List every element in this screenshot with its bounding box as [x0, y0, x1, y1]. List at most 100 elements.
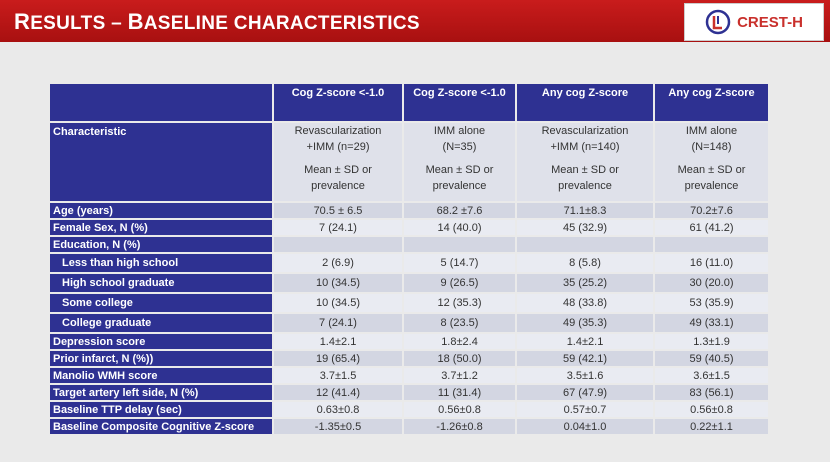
- table-cell: 3.6±1.5: [655, 368, 768, 383]
- table-row: Some college 10 (34.5) 12 (35.3) 48 (33.8) 5…: [50, 294, 768, 312]
- row-label: Manolio WMH score: [50, 368, 272, 383]
- group-cell: Revascularization +IMM (n=140) Mean ± SD o…: [517, 123, 653, 201]
- table-cell: 7 (24.1): [274, 220, 402, 235]
- table-cell: 12 (41.4): [274, 385, 402, 400]
- group-line: +IMM (n=140): [550, 141, 620, 153]
- table-cell: 71.1±8.3: [517, 203, 653, 218]
- table-cell: 53 (35.9): [655, 294, 768, 312]
- table-cell: 5 (14.7): [404, 254, 515, 272]
- row-label: College graduate: [50, 314, 272, 332]
- group-line: (N=35): [442, 141, 477, 153]
- group-line: IMM alone: [685, 125, 738, 137]
- logo-text: CREST-H: [737, 13, 803, 31]
- table-cell: 19 (65.4): [274, 351, 402, 366]
- group-line: Revascularization: [541, 125, 629, 137]
- row-label: Depression score: [50, 334, 272, 349]
- column-header-row: Cog Z-score <-1.0 Cog Z-score <-1.0 Any …: [50, 84, 768, 121]
- table-cell: 1.8±2.4: [404, 334, 515, 349]
- table-cell: 16 (11.0): [655, 254, 768, 272]
- table-cell: 68.2 ±7.6: [404, 203, 515, 218]
- table-cell: 59 (40.5): [655, 351, 768, 366]
- table-cell: 0.04±1.0: [517, 419, 653, 434]
- subheader-row: Characteristic Revascularization +IMM (n=…: [50, 123, 768, 201]
- group-line: (N=148): [691, 141, 732, 153]
- group-cell: Revascularization +IMM (n=29) Mean ± SD or…: [274, 123, 402, 201]
- row-label: Female Sex, N (%): [50, 220, 272, 235]
- table-cell: 3.7±1.2: [404, 368, 515, 383]
- table-cell: 0.22±1.1: [655, 419, 768, 434]
- table-cell: 35 (25.2): [517, 274, 653, 292]
- title-initial-b: B: [127, 9, 144, 34]
- table-cell: 0.56±0.8: [655, 402, 768, 417]
- group-line: prevalence: [311, 180, 365, 192]
- title-words-baseline: ASELINE CHARACTERISTICS: [143, 13, 420, 34]
- table-row: Manolio WMH score 3.7±1.5 3.7±1.2 3.5±1.6 3.…: [50, 368, 768, 383]
- row-label: Education, N (%): [50, 237, 272, 252]
- table-row: Less than high school 2 (6.9) 5 (14.7) 8 (5…: [50, 254, 768, 272]
- group-line: prevalence: [684, 180, 739, 192]
- column-header: Any cog Z-score: [517, 84, 653, 121]
- group-line: Mean ± SD or: [677, 164, 746, 176]
- table-cell: 70.2±7.6: [655, 203, 768, 218]
- title-bar: RESULTS – BASELINE CHARACTERISTICS CREST…: [0, 0, 830, 42]
- crest-h-logo-icon: [705, 9, 731, 35]
- table-cell: 8 (5.8): [517, 254, 653, 272]
- table-row: Prior infarct, N (%)) 19 (65.4) 18 (50.0) 5…: [50, 351, 768, 366]
- table-cell: 1.3±1.9: [655, 334, 768, 349]
- table-cell: 49 (33.1): [655, 314, 768, 332]
- column-header: Any cog Z-score: [655, 84, 768, 121]
- group-cell: IMM alone (N=35) Mean ± SD or prevalence: [404, 123, 515, 201]
- table-cell: [404, 237, 515, 252]
- table-cell: 83 (56.1): [655, 385, 768, 400]
- row-label: Target artery left side, N (%): [50, 385, 272, 400]
- table-cell: -1.35±0.5: [274, 419, 402, 434]
- title-word-results: ESULTS: [30, 13, 106, 34]
- group-line: prevalence: [432, 180, 487, 192]
- table-cell: 10 (34.5): [274, 294, 402, 312]
- row-label: Baseline Composite Cognitive Z-score: [50, 419, 272, 434]
- table-cell: 48 (33.8): [517, 294, 653, 312]
- table-row: Depression score 1.4±2.1 1.8±2.4 1.4±2.1 1.3…: [50, 334, 768, 349]
- table-cell: [655, 237, 768, 252]
- column-header: Cog Z-score <-1.0: [274, 84, 402, 121]
- group-line: Revascularization: [294, 125, 382, 137]
- row-label: Age (years): [50, 203, 272, 218]
- table-cell: 7 (24.1): [274, 314, 402, 332]
- group-line: +IMM (n=29): [306, 141, 370, 153]
- table-cell: 1.4±2.1: [517, 334, 653, 349]
- table-row: Age (years) 70.5 ± 6.5 68.2 ±7.6 71.1±8.3 70…: [50, 203, 768, 218]
- table-row: Female Sex, N (%) 7 (24.1) 14 (40.0) 45 (32…: [50, 220, 768, 235]
- row-label: Some college: [50, 294, 272, 312]
- column-header: Cog Z-score <-1.0: [404, 84, 515, 121]
- header-corner: [50, 84, 272, 121]
- table-cell: 11 (31.4): [404, 385, 515, 400]
- row-label: High school graduate: [50, 274, 272, 292]
- table-cell: 61 (41.2): [655, 220, 768, 235]
- characteristic-label: Characteristic: [50, 123, 272, 201]
- table-cell: 3.5±1.6: [517, 368, 653, 383]
- table-cell: 59 (42.1): [517, 351, 653, 366]
- table-cell: 1.4±2.1: [274, 334, 402, 349]
- table-cell: 0.63±0.8: [274, 402, 402, 417]
- table-cell: 70.5 ± 6.5: [274, 203, 402, 218]
- baseline-table: Cog Z-score <-1.0 Cog Z-score <-1.0 Any …: [48, 82, 770, 436]
- table-cell: 30 (20.0): [655, 274, 768, 292]
- table-cell: 0.57±0.7: [517, 402, 653, 417]
- table-row: Baseline TTP delay (sec) 0.63±0.8 0.56±0.8…: [50, 402, 768, 417]
- table-cell: [274, 237, 402, 252]
- table-row: Target artery left side, N (%) 12 (41.4) 1…: [50, 385, 768, 400]
- table-cell: 10 (34.5): [274, 274, 402, 292]
- slide-title: RESULTS – BASELINE CHARACTERISTICS: [14, 9, 420, 35]
- table-cell: 8 (23.5): [404, 314, 515, 332]
- table-cell: 9 (26.5): [404, 274, 515, 292]
- group-line: Mean ± SD or: [304, 164, 372, 176]
- table-row: Baseline Composite Cognitive Z-score -1.3…: [50, 419, 768, 434]
- table-cell: 67 (47.9): [517, 385, 653, 400]
- table-cell: 14 (40.0): [404, 220, 515, 235]
- crest-h-logo: CREST-H: [684, 3, 824, 41]
- group-cell: IMM alone (N=148) Mean ± SD or prevalence: [655, 123, 768, 201]
- title-initial-r: R: [14, 9, 31, 34]
- group-line: IMM alone: [433, 125, 486, 137]
- table-cell: 2 (6.9): [274, 254, 402, 272]
- group-line: prevalence: [558, 180, 612, 192]
